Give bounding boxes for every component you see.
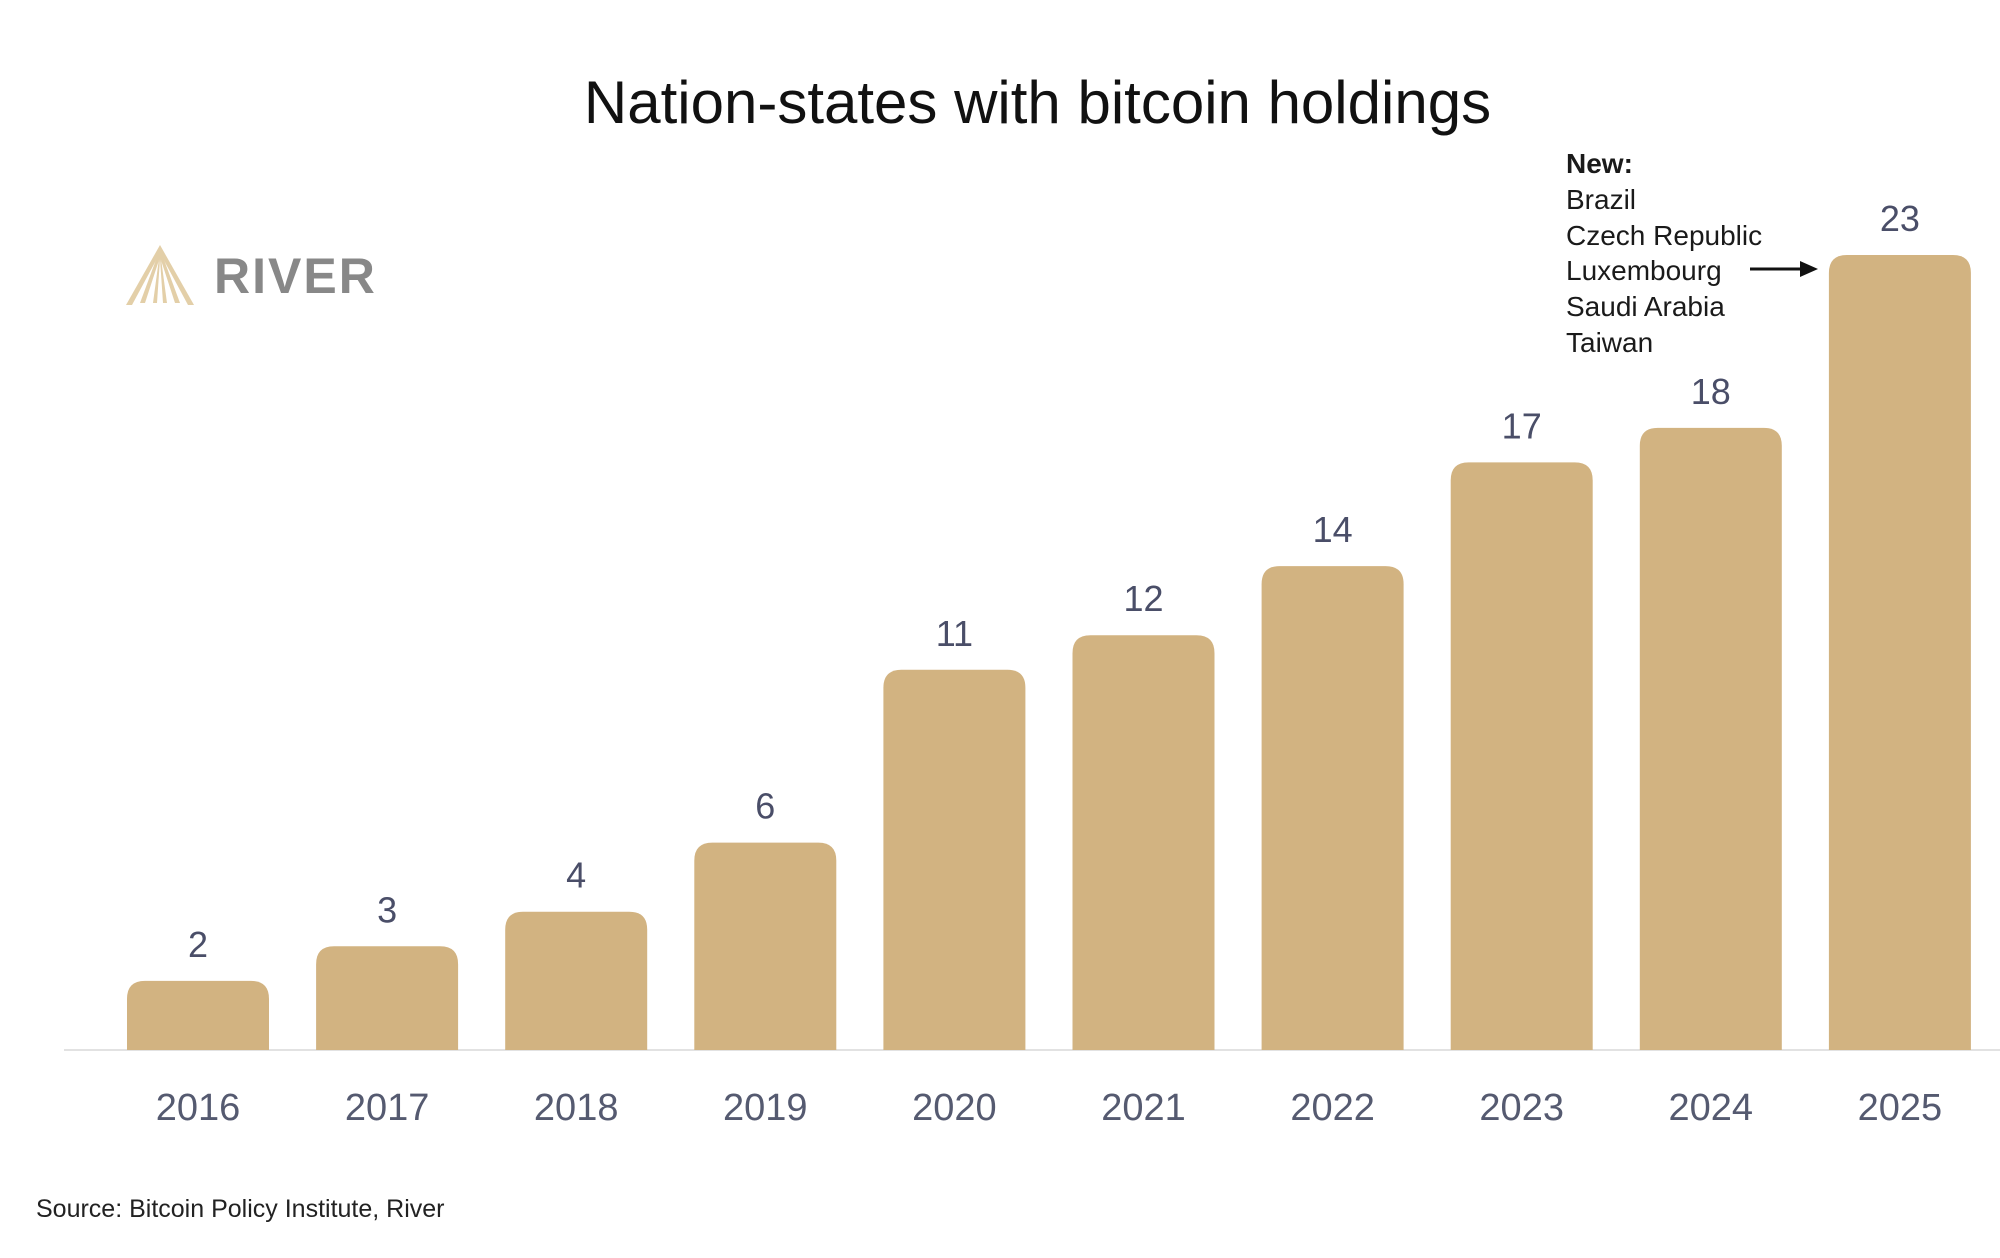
annotation-item: Luxembourg [1566, 255, 1722, 287]
annotation-arrow [1750, 261, 1818, 277]
x-tick-label: 2016 [156, 1087, 241, 1129]
annotation-item: Taiwan [1566, 326, 1654, 358]
x-tick-label: 2020 [912, 1087, 997, 1129]
svg-text:RIVER: RIVER [214, 248, 377, 304]
river-logo: RIVER [126, 243, 396, 312]
value-label-2023: 17 [1502, 405, 1542, 446]
value-label-2019: 6 [755, 786, 775, 827]
value-label-2016: 2 [188, 924, 208, 965]
bar-2024 [1639, 427, 1782, 1051]
bar-2019 [694, 842, 837, 1050]
source-note: Source: Bitcoin Policy Institute, River [36, 1195, 445, 1223]
x-tick-label: 2022 [1290, 1087, 1375, 1129]
x-tick-label: 2023 [1479, 1087, 1564, 1129]
value-label-2020: 11 [936, 613, 973, 654]
bar-2020 [883, 669, 1026, 1050]
value-label-2024: 18 [1691, 371, 1731, 412]
annotation-new-countries: New: Brazil Czech Republic Luxembourg Sa… [1566, 146, 1762, 361]
annotation-item: Brazil [1566, 183, 1637, 215]
value-label-2017: 3 [377, 889, 397, 930]
x-tick-label: 2019 [723, 1087, 808, 1129]
annotation-heading: New: [1566, 148, 1633, 179]
bar-2017 [316, 946, 459, 1050]
chart-title: Nation-states with bitcoin holdings [583, 69, 1492, 136]
x-tick-label: 2025 [1858, 1087, 1943, 1129]
annotation-item: Czech Republic [1566, 219, 1763, 251]
value-label-2022: 14 [1313, 509, 1353, 550]
bar-2022 [1261, 566, 1404, 1050]
x-tick-label: 2024 [1669, 1087, 1754, 1129]
value-label-2025: 23 [1880, 198, 1920, 239]
value-label-2021: 12 [1123, 578, 1163, 619]
x-tick-label: 2017 [345, 1087, 430, 1129]
bar-2023 [1450, 462, 1593, 1050]
annotation-item: Saudi Arabia [1566, 291, 1725, 323]
x-tick-label: 2021 [1101, 1087, 1186, 1129]
bar-2018 [505, 911, 648, 1050]
value-label-2018: 4 [566, 855, 586, 896]
bar-2016 [127, 980, 269, 1050]
x-tick-label: 2018 [534, 1087, 619, 1129]
logo-mark-icon [126, 245, 194, 305]
bar-2025 [1828, 255, 1971, 1050]
bar-2021 [1072, 635, 1215, 1050]
